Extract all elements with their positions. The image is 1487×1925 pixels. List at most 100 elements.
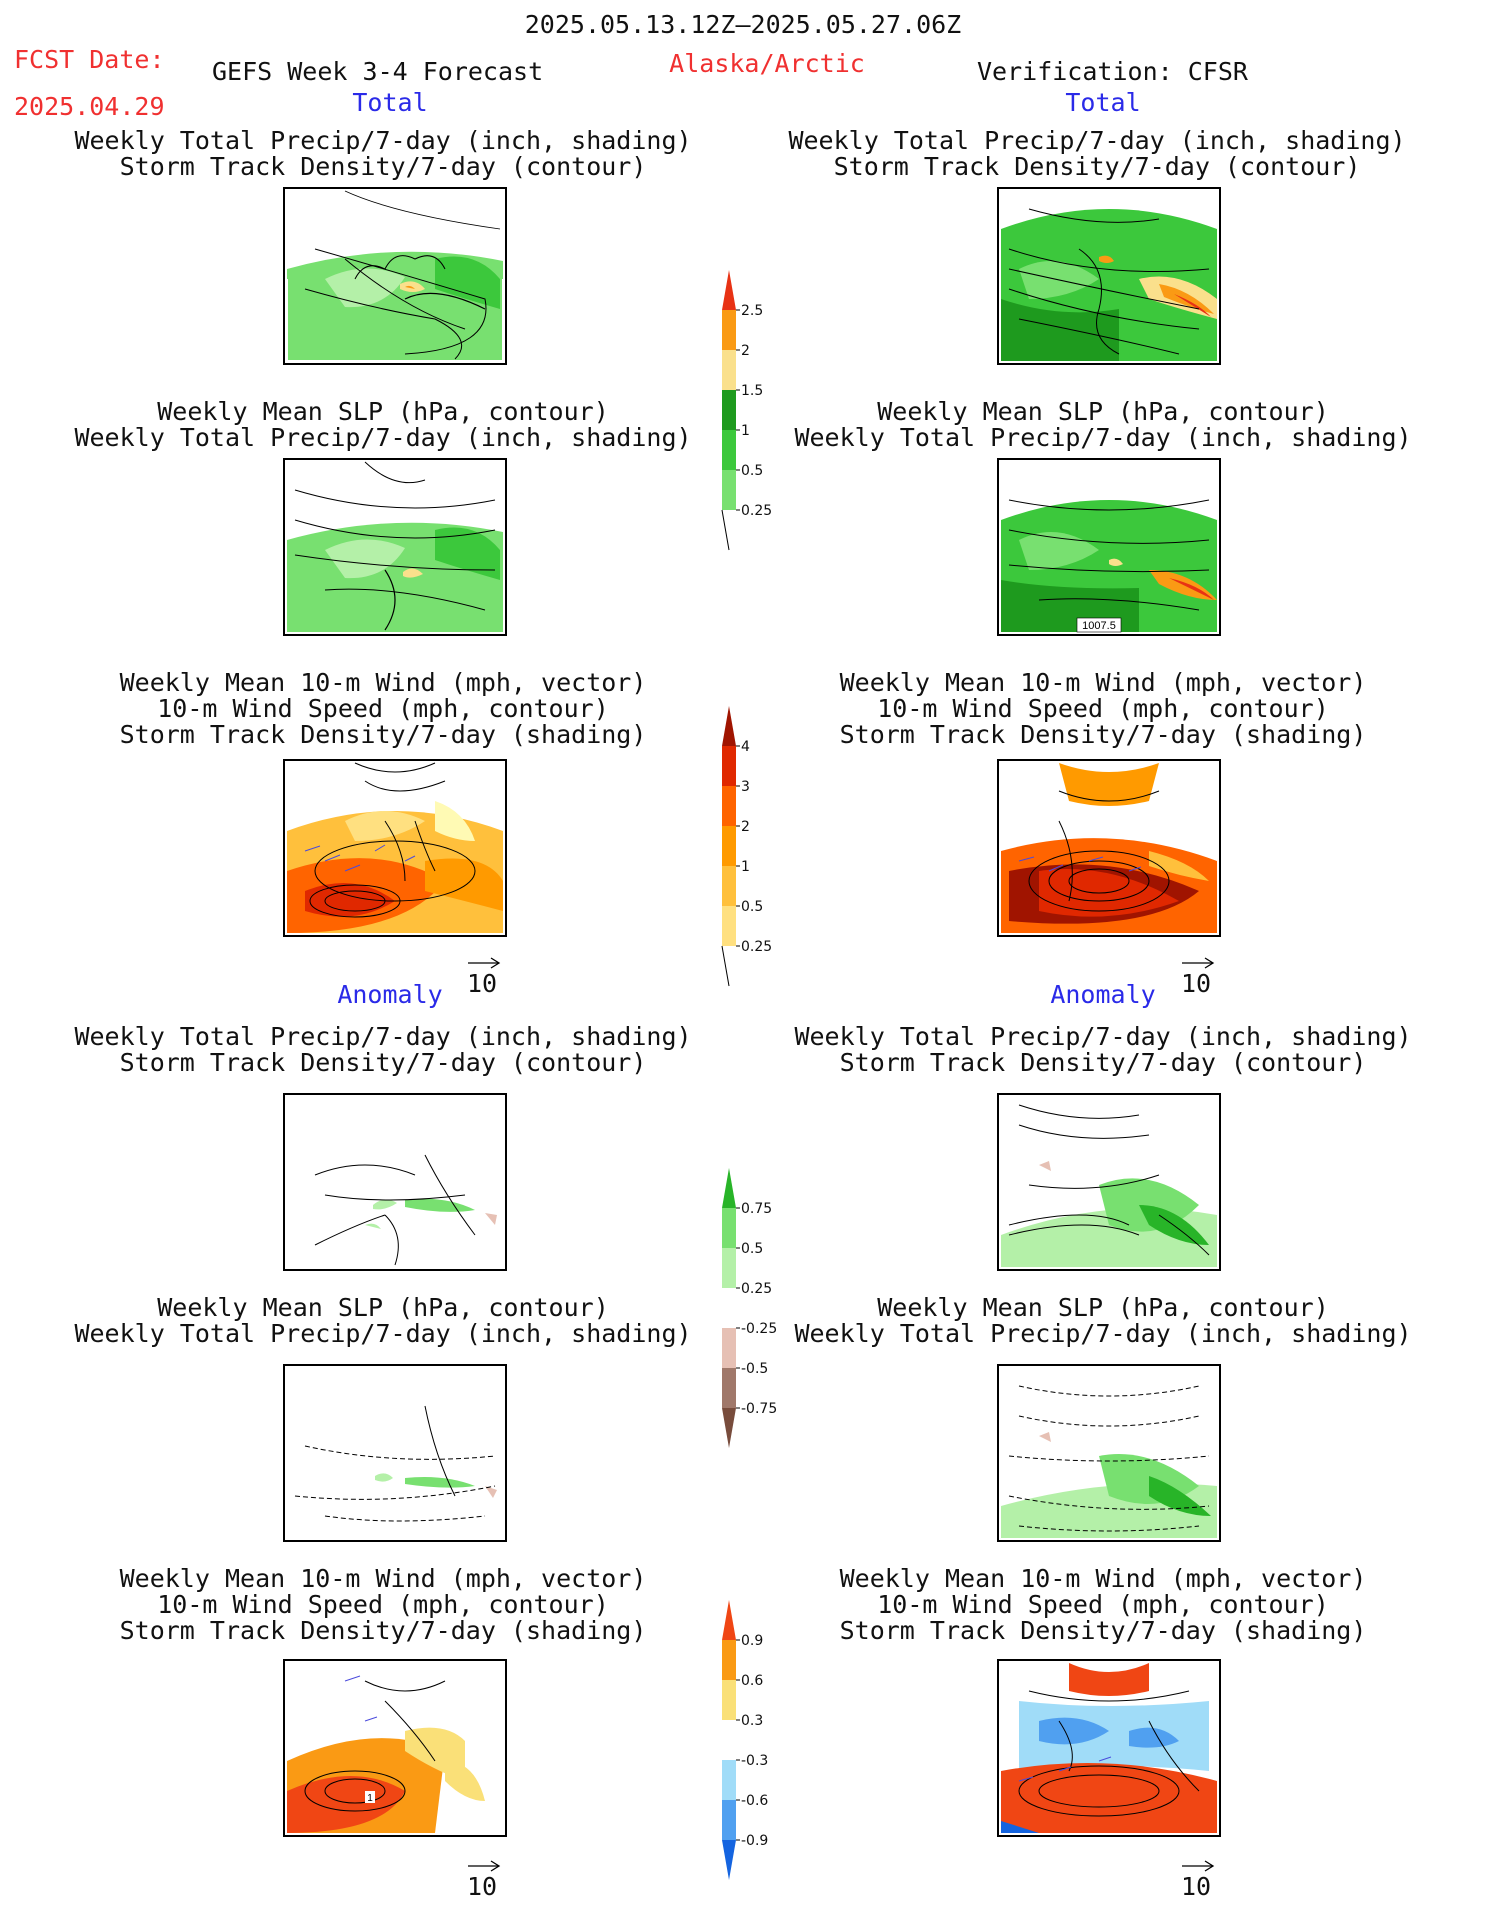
storm_total_colorbar-tick-label: 3 (741, 779, 750, 795)
vector-scale-label-3: 10 (467, 1872, 498, 1901)
storm_total_colorbar-tick-label: 0.5 (741, 899, 763, 915)
storm_anomaly_colorbar-tick-label: 0.6 (741, 1673, 763, 1689)
precip_total_colorbar-tick-label: 2.5 (741, 303, 763, 319)
fcst-date-value: 2025.04.29 (14, 92, 165, 121)
storm_total_colorbar-tick-label: 2 (741, 819, 750, 835)
precip_total_colorbar-tick-label: 0.25 (741, 503, 772, 519)
precip_anomaly_colorbar-box (722, 1288, 736, 1328)
title-r5-a: Weekly Mean SLP (hPa, contour) (877, 1293, 1329, 1322)
region-title: Alaska/Arctic (669, 49, 865, 78)
storm_total_colorbar-top-arrow (722, 706, 736, 746)
map-panel-slp-precip-anom-right (997, 1364, 1221, 1542)
slp-contour-label: 1007.5 (1082, 620, 1116, 632)
colorbar-storm-anomaly: -0.9 -0.6 -0.3 0.3 0.6 0.9 (722, 1600, 768, 1880)
vector-scale-right-anom: 10 (1181, 1858, 1215, 1899)
precip_total_colorbar-tick-label: 2 (741, 343, 750, 359)
precip_anomaly_colorbar-tick-label: -0.5 (741, 1361, 768, 1377)
title-r3-a: Weekly Mean 10-m Wind (mph, vector) (839, 668, 1367, 697)
precip_anomaly_colorbar-tick-label: 0.25 (741, 1281, 772, 1297)
title-l3-a: Weekly Mean 10-m Wind (mph, vector) (119, 668, 647, 697)
title-r2-b: Weekly Total Precip/7-day (inch, shading… (794, 423, 1412, 452)
vector-scale-label-1: 10 (467, 969, 498, 998)
storm_total_colorbar-tick-label: 1 (741, 859, 750, 875)
section-total-right: Total (1065, 88, 1141, 117)
title-l6-c: Storm Track Density/7-day (shading) (119, 1616, 647, 1645)
title-l1-b: Storm Track Density/7-day (contour) (119, 152, 647, 181)
fcst-date-label: FCST Date: (14, 45, 165, 74)
storm_total_colorbar-box (722, 786, 736, 826)
precip_total_colorbar-tick-label: 1 (741, 423, 750, 439)
storm_anomaly_colorbar-tick-label: -0.3 (741, 1753, 768, 1769)
title-l3-b: 10-m Wind Speed (mph, contour) (157, 694, 609, 723)
storm_total_colorbar-box (722, 746, 736, 786)
title-l6-b: 10-m Wind Speed (mph, contour) (157, 1590, 609, 1619)
storm_total_colorbar-tick-label: 0.25 (741, 939, 772, 955)
title-r3-b: 10-m Wind Speed (mph, contour) (877, 694, 1329, 723)
title-l6-a: Weekly Mean 10-m Wind (mph, vector) (119, 1564, 647, 1593)
storm_total_colorbar-box (722, 906, 736, 946)
vector-scale-label-2: 10 (1181, 969, 1212, 998)
title-l1-a: Weekly Total Precip/7-day (inch, shading… (74, 126, 692, 155)
precip_total_colorbar-box (722, 430, 736, 470)
map-panel-wind-storm-anom-right (997, 1659, 1221, 1837)
vector-scale-label-4: 10 (1181, 1872, 1212, 1901)
storm_anomaly_colorbar-top-arrow (722, 1600, 736, 1640)
map-panel-slp-precip-total-left (283, 458, 507, 636)
precip_total_colorbar-box (722, 310, 736, 350)
precip_total_colorbar-bottom-tail (721, 509, 730, 551)
section-total-left: Total (352, 88, 428, 117)
precip_anomaly_colorbar-tick-label: -0.75 (741, 1401, 777, 1417)
map-panel-wind-storm-total-right (997, 759, 1221, 937)
title-l4-b: Storm Track Density/7-day (contour) (119, 1048, 647, 1077)
precip_total_colorbar-top-arrow (722, 270, 736, 310)
precip_anomaly_colorbar-tick-label: 0.5 (741, 1241, 763, 1257)
precip_total_colorbar-tick-label: 0.5 (741, 463, 763, 479)
vector-scale-left-anom: 10 (467, 1858, 501, 1899)
precip_anomaly_colorbar-box (722, 1328, 736, 1368)
title-r4-b: Storm Track Density/7-day (contour) (839, 1048, 1367, 1077)
storm_total_colorbar-box (722, 826, 736, 866)
title-r6-c: Storm Track Density/7-day (shading) (839, 1616, 1367, 1645)
storm_anomaly_colorbar-tick-label: 0.3 (741, 1713, 763, 1729)
vector-scale-left-total: 10 (467, 955, 501, 996)
map-panel-precip-storm-anom-left (283, 1093, 507, 1271)
precip_total_colorbar-tick-label: 1.5 (741, 383, 763, 399)
precip_anomaly_colorbar-box (722, 1248, 736, 1288)
section-anomaly-right: Anomaly (1050, 980, 1156, 1009)
title-l2-a: Weekly Mean SLP (hPa, contour) (157, 397, 609, 426)
precip_anomaly_colorbar-bottom-arrow (722, 1408, 736, 1448)
colorbar-storm-total: 0.25 0.5 1 2 3 4 (721, 706, 772, 987)
model-title: GEFS Week 3-4 Forecast (212, 57, 544, 86)
storm_anomaly_colorbar-tick-label: -0.6 (741, 1793, 768, 1809)
storm_anomaly_colorbar-bottom-arrow (722, 1840, 736, 1880)
section-anomaly-left: Anomaly (337, 980, 443, 1009)
precip_anomaly_colorbar-tick-label: 0.75 (741, 1201, 772, 1217)
map-panel-precip-storm-anom-right (997, 1093, 1221, 1271)
precip_total_colorbar-box (722, 390, 736, 430)
storm_anomaly_colorbar-box (722, 1760, 736, 1800)
title-l3-c: Storm Track Density/7-day (shading) (119, 720, 647, 749)
colorbar-precip-total: 0.25 0.5 1 1.5 2 2.5 (721, 270, 772, 551)
map-panel-wind-storm-anom-left: 1 (283, 1659, 507, 1837)
storm_anomaly_colorbar-tick-label: -0.9 (741, 1833, 768, 1849)
title-l5-a: Weekly Mean SLP (hPa, contour) (157, 1293, 609, 1322)
precip_anomaly_colorbar-top-arrow (722, 1168, 736, 1208)
storm_total_colorbar-tick-label: 4 (741, 739, 750, 755)
title-r4-a: Weekly Total Precip/7-day (inch, shading… (794, 1022, 1412, 1051)
storm_anomaly_colorbar-box (722, 1800, 736, 1840)
valid-period: 2025.05.13.12Z—2025.05.27.06Z (524, 10, 962, 39)
storm_anomaly_colorbar-box (722, 1720, 736, 1760)
title-r6-b: 10-m Wind Speed (mph, contour) (877, 1590, 1329, 1619)
title-r2-a: Weekly Mean SLP (hPa, contour) (877, 397, 1329, 426)
storm_anomaly_colorbar-box (722, 1680, 736, 1720)
title-r3-c: Storm Track Density/7-day (shading) (839, 720, 1367, 749)
precip_total_colorbar-box (722, 350, 736, 390)
wind-anom-label-box (365, 1791, 375, 1803)
wind-anom-contour-label: 1 (367, 1793, 373, 1804)
title-l5-b: Weekly Total Precip/7-day (inch, shading… (74, 1319, 692, 1348)
slp-label-box (1076, 617, 1122, 633)
precip_anomaly_colorbar-box (722, 1368, 736, 1408)
map-panel-slp-precip-anom-left (283, 1364, 507, 1542)
title-r6-a: Weekly Mean 10-m Wind (mph, vector) (839, 1564, 1367, 1593)
precip_total_colorbar-box (722, 470, 736, 510)
